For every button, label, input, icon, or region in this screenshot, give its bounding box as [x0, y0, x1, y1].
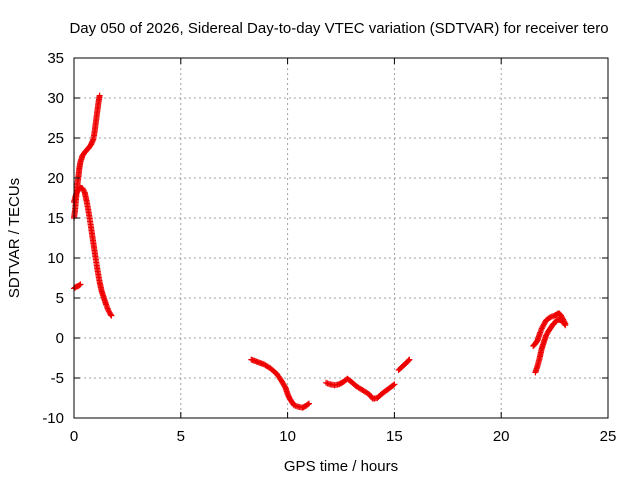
data-point: [108, 312, 115, 319]
y-axis-label: SDTVAR / TECUs: [6, 178, 23, 298]
x-tick-label: 10: [279, 428, 296, 445]
y-tick-label: 15: [47, 210, 64, 227]
y-tick-label: 0: [56, 330, 64, 347]
y-tick-label: 30: [47, 90, 64, 107]
data-point: [96, 92, 103, 99]
data-point: [562, 322, 569, 329]
chart-title: Day 050 of 2026, Sidereal Day-to-day VTE…: [69, 20, 608, 37]
y-tick-label: 35: [47, 50, 64, 67]
data-point: [561, 321, 568, 328]
axis-ticks: 0 5 10 15 20 25 -10 -5 0 5 10 15 20 25 30 35: [42, 50, 616, 445]
plot-frame: [73, 57, 609, 419]
y-tick-label: 25: [47, 130, 64, 147]
data-point: [406, 356, 413, 363]
y-tick-label: -10: [42, 410, 64, 427]
x-tick-label: 15: [386, 428, 403, 445]
y-tick-label: 10: [47, 250, 64, 267]
data-point: [76, 282, 83, 289]
y-tick-label: -5: [51, 370, 64, 387]
x-tick-label: 5: [177, 428, 185, 445]
data-point: [77, 281, 84, 288]
data-marks: [71, 92, 569, 411]
data-point: [405, 357, 412, 364]
data-point: [391, 381, 398, 388]
x-tick-label: 0: [70, 428, 78, 445]
data-point: [305, 400, 312, 407]
data-point: [80, 188, 87, 195]
data-point: [390, 382, 397, 389]
grid: [74, 58, 608, 418]
y-tick-label: 20: [47, 170, 64, 187]
x-tick-label: 25: [600, 428, 617, 445]
y-tick-label: 5: [56, 290, 64, 307]
x-tick-label: 20: [493, 428, 510, 445]
data-point: [304, 401, 311, 408]
x-axis-label: GPS time / hours: [284, 458, 398, 475]
